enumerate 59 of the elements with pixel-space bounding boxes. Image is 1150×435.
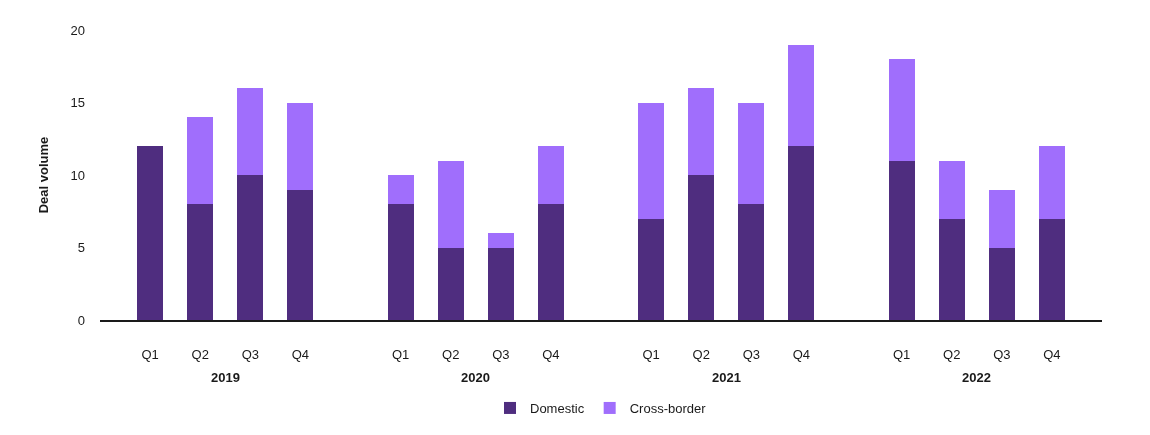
bar <box>387 175 414 204</box>
bar <box>988 247 1015 320</box>
y-tick-label: 5 <box>77 240 85 256</box>
y-tick-label: 20 <box>70 22 85 38</box>
bar <box>888 160 915 320</box>
bar <box>437 247 464 320</box>
x-tick-label: Q3 <box>492 347 510 363</box>
x-tick-label: Q1 <box>642 347 660 363</box>
bar <box>938 218 965 320</box>
bar <box>688 175 715 320</box>
text: 2021 <box>712 370 741 385</box>
y-tick-label: 0 <box>77 312 85 328</box>
x-tick-label: Q1 <box>391 347 410 363</box>
y-tick-label: 15 <box>70 95 85 111</box>
bar <box>187 204 214 320</box>
bar <box>638 102 665 219</box>
x-tick-label: Q1 <box>892 347 911 363</box>
y-tick-label: 10 <box>70 167 85 183</box>
legend-label: Cross-border <box>629 401 707 417</box>
bar <box>1038 146 1065 219</box>
text: 2019 <box>211 370 240 385</box>
bar <box>237 88 264 175</box>
bar <box>638 218 665 320</box>
bar <box>537 204 564 320</box>
x-tick-label: Q2 <box>191 347 209 363</box>
bar <box>237 175 264 320</box>
bar <box>437 160 464 248</box>
x-tick-label: Q2 <box>943 347 961 363</box>
bar <box>788 146 815 320</box>
x-tick-label: Q4 <box>291 347 310 363</box>
x-tick-label: Q3 <box>993 347 1011 363</box>
legend-label: Domestic <box>530 401 585 417</box>
bar <box>738 204 765 320</box>
bar <box>187 117 214 204</box>
bar <box>688 88 715 175</box>
x-tick-label: Q4 <box>1043 347 1061 363</box>
x-tick-label: Q2 <box>692 347 710 363</box>
bar <box>988 189 1015 248</box>
bar <box>938 160 965 219</box>
text: 2020 <box>461 370 490 385</box>
bar <box>387 204 414 320</box>
bar <box>487 233 514 248</box>
bar <box>537 146 564 204</box>
x-tick-label: Q2 <box>442 347 460 363</box>
x-tick-label: Q4 <box>542 347 560 363</box>
bar <box>888 59 915 161</box>
bar <box>137 146 164 320</box>
bar <box>738 102 765 204</box>
x-tick-label: Q1 <box>141 347 159 363</box>
bar <box>487 247 514 320</box>
bar <box>287 102 314 190</box>
x-tick-label: Q3 <box>742 347 760 363</box>
x-tick-label: Q3 <box>241 347 259 363</box>
text: 2022 <box>962 370 991 385</box>
bar <box>287 189 314 320</box>
x-tick-label: Q4 <box>792 347 811 363</box>
bar <box>1038 218 1065 320</box>
y-axis-title: Deal volume <box>36 136 52 214</box>
bar <box>788 44 815 146</box>
